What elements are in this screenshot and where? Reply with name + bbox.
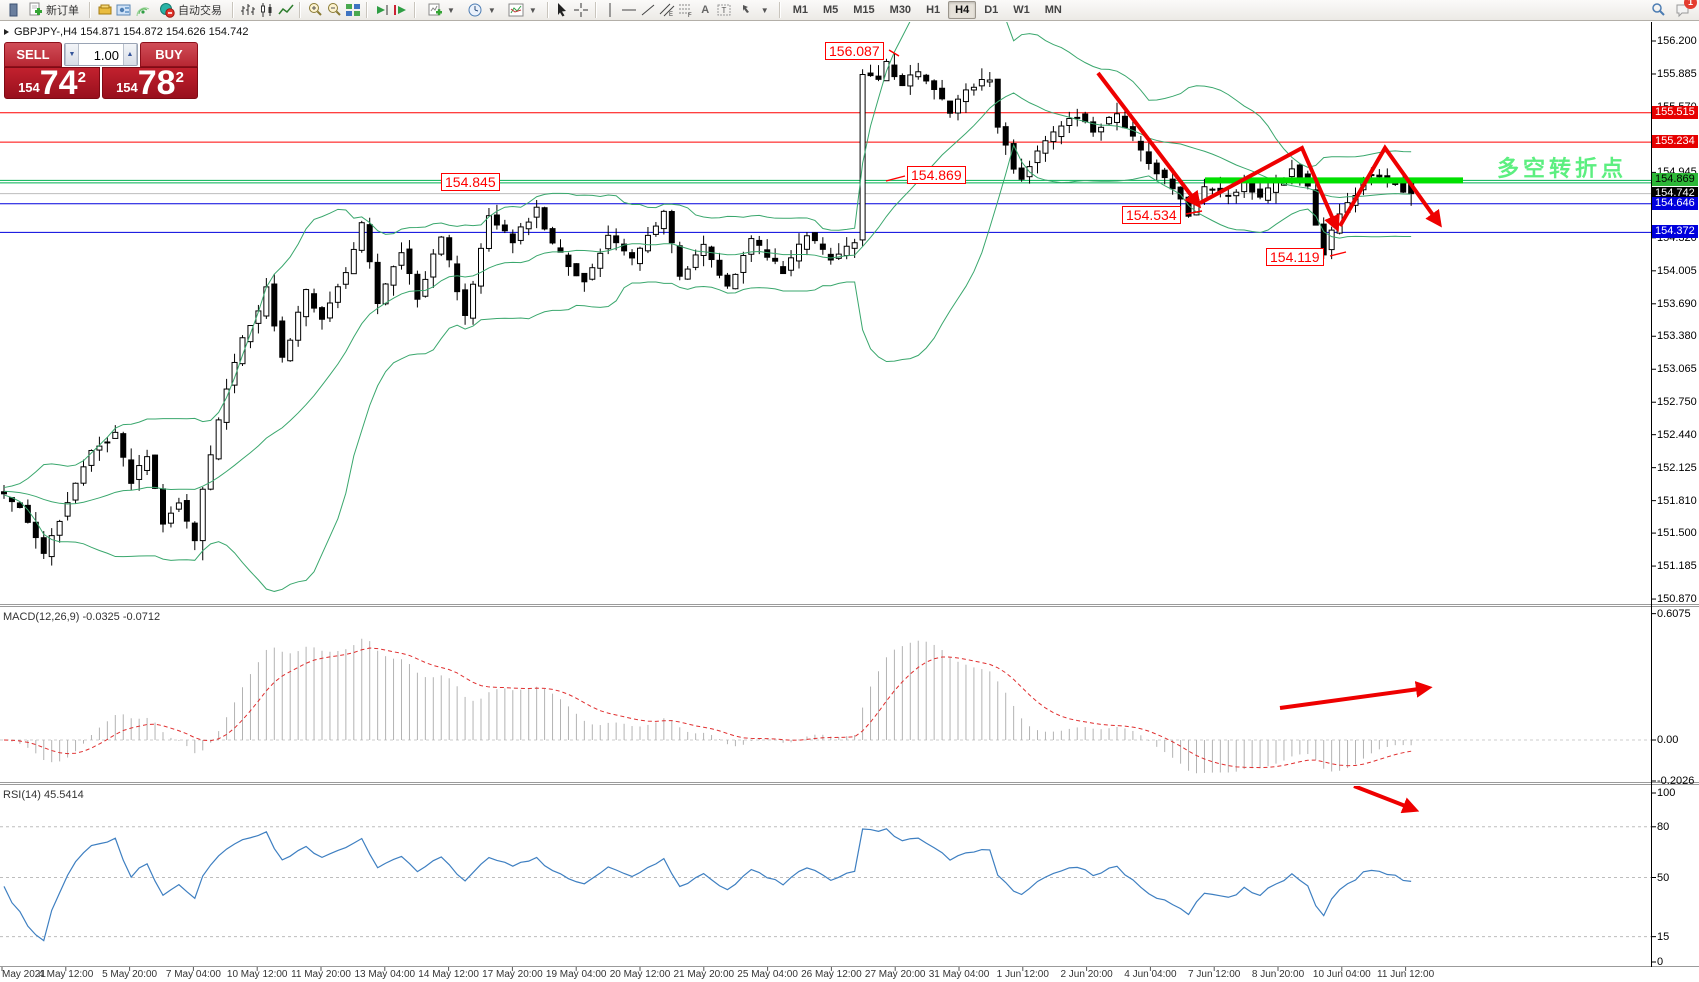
- shapes-button[interactable]: ▼: [735, 0, 774, 21]
- clock-icon: [467, 2, 484, 19]
- tile-windows-icon[interactable]: [344, 2, 361, 19]
- new-order-label: 新订单: [46, 5, 79, 17]
- text-tool-icon[interactable]: A: [701, 4, 710, 16]
- timeframe-M30[interactable]: M30: [889, 4, 912, 16]
- indicators-button[interactable]: ▼: [503, 0, 542, 21]
- dropdown-caret: ▼: [528, 5, 537, 15]
- buy-button[interactable]: BUY: [140, 42, 198, 67]
- sell-button[interactable]: SELL: [4, 42, 62, 67]
- turning-point-annotation[interactable]: 多空转折点: [1497, 156, 1628, 181]
- timeframe-H1[interactable]: H1: [926, 4, 941, 16]
- separator: [546, 2, 549, 18]
- chart-shift-icon[interactable]: [392, 2, 409, 19]
- timeframe-D1[interactable]: D1: [984, 4, 999, 16]
- period-button[interactable]: ▼: [462, 0, 501, 21]
- buy-price[interactable]: 154 78 2: [102, 67, 198, 99]
- market-watch-icon[interactable]: [96, 2, 113, 19]
- timeframe-M5[interactable]: M5: [822, 4, 839, 16]
- macd-label: MACD(12,26,9) -0.0325 -0.0712: [3, 611, 161, 623]
- dropdown-caret: ▼: [487, 5, 496, 15]
- notifications-icon[interactable]: 1: [1674, 0, 1697, 19]
- search-icon[interactable]: [1649, 2, 1666, 19]
- volume-increase-button[interactable]: ▲: [123, 44, 137, 65]
- zoom-in-icon[interactable]: [306, 2, 323, 19]
- one-click-trading-panel: SELL ▼ 1.00 ▲ BUY 154 74 2 154 78 2: [4, 42, 198, 99]
- autotrading-button[interactable]: 自动交易: [153, 0, 227, 21]
- toolbar: 新订单 自动交易: [0, 0, 1699, 21]
- new-order-button[interactable]: 新订单: [21, 0, 84, 21]
- svg-text:T: T: [722, 6, 727, 15]
- separator: [89, 2, 91, 18]
- volume-decrease-button[interactable]: ▼: [65, 44, 79, 65]
- separator: [366, 2, 368, 18]
- dropdown-caret: ▼: [760, 5, 769, 15]
- channel-tool-icon[interactable]: E: [659, 2, 676, 19]
- svg-text:E: E: [669, 12, 673, 18]
- navigator-icon[interactable]: [115, 2, 132, 19]
- vertical-line-tool-icon[interactable]: [602, 2, 619, 19]
- timeframe-H4[interactable]: H4: [948, 1, 977, 19]
- line-chart-icon[interactable]: [277, 2, 294, 19]
- separator: [232, 2, 234, 18]
- timeframe-MN[interactable]: MN: [1044, 4, 1062, 16]
- notification-badge: 1: [1684, 0, 1697, 9]
- zoom-out-icon[interactable]: [325, 2, 342, 19]
- arrows-shapes-icon: [740, 2, 757, 19]
- horizontal-line-tool-icon[interactable]: [621, 2, 638, 19]
- text-label-tool-icon[interactable]: T: [716, 2, 733, 19]
- separator: [299, 2, 301, 18]
- new-chart-button[interactable]: ▼: [421, 0, 460, 21]
- volume-stepper: ▼ 1.00 ▲: [64, 43, 138, 66]
- timeframe-W1[interactable]: W1: [1013, 4, 1030, 16]
- volume-input[interactable]: 1.00: [93, 48, 119, 63]
- fibonacci-tool-icon[interactable]: F: [678, 2, 695, 19]
- candlestick-chart-icon[interactable]: [258, 2, 275, 19]
- cursor-icon[interactable]: [554, 2, 571, 19]
- chart-marker-icon: [4, 29, 9, 35]
- separator: [594, 2, 597, 18]
- autotrading-label: 自动交易: [178, 5, 222, 17]
- svg-text:F: F: [688, 13, 692, 18]
- trendline-tool-icon[interactable]: [640, 2, 657, 19]
- timeframe-M15[interactable]: M15: [853, 4, 875, 16]
- bar-chart-icon[interactable]: [239, 2, 256, 19]
- indicators-icon: [508, 2, 525, 19]
- dropdown-caret: ▼: [447, 5, 455, 15]
- rsi-label: RSI(14) 45.5414: [3, 789, 84, 801]
- symbol-ohlc-line: GBPJPY-,H4 154.871 154.872 154.626 154.7…: [14, 26, 249, 38]
- new-chart-icon: [426, 2, 443, 19]
- sell-price[interactable]: 154 74 2: [4, 67, 100, 99]
- crosshair-icon[interactable]: [573, 2, 590, 19]
- layout-icon[interactable]: [2, 2, 19, 19]
- signals-icon[interactable]: [134, 2, 151, 19]
- timeframe-toolbar: M1 M5 M15 M30 H1 H4 D1 W1 MN: [786, 1, 1069, 19]
- separator: [414, 2, 416, 18]
- timeframe-M1[interactable]: M1: [792, 4, 808, 16]
- separator: [778, 2, 781, 18]
- autotrading-icon: [158, 2, 175, 19]
- new-order-icon: [26, 2, 43, 19]
- auto-scroll-icon[interactable]: [373, 2, 390, 19]
